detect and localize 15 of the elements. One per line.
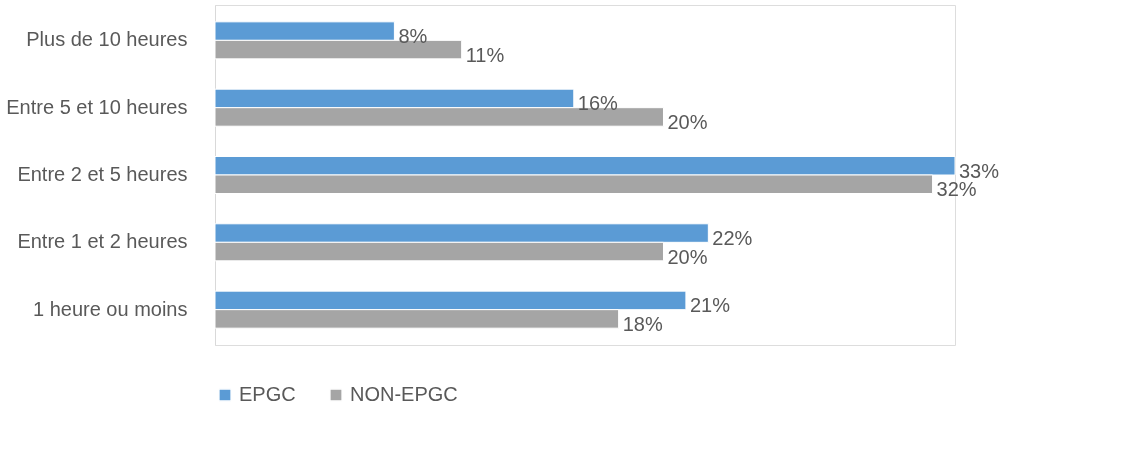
data-label: 20% — [667, 110, 708, 133]
legend-label: EPGC — [239, 383, 296, 405]
y-tick-label: 1 heure ou moins — [32, 297, 188, 320]
data-label: 11% — [465, 43, 505, 66]
y-tick-label: Entre 5 et 10 heures — [6, 95, 188, 118]
data-label: 21% — [689, 294, 731, 317]
data-label: 22% — [712, 227, 753, 250]
data-label: 8% — [398, 25, 428, 48]
data-label: 20% — [667, 245, 708, 268]
data-label: 18% — [622, 312, 663, 335]
y-tick-label: Entre 1 et 2 heures — [17, 230, 188, 253]
y-tick-label: Plus de 10 heures — [26, 28, 188, 51]
y-tick-label: Entre 2 et 5 heures — [17, 163, 188, 185]
legend-label: NON-EPGC — [350, 383, 458, 405]
data-label: 16% — [577, 92, 619, 115]
